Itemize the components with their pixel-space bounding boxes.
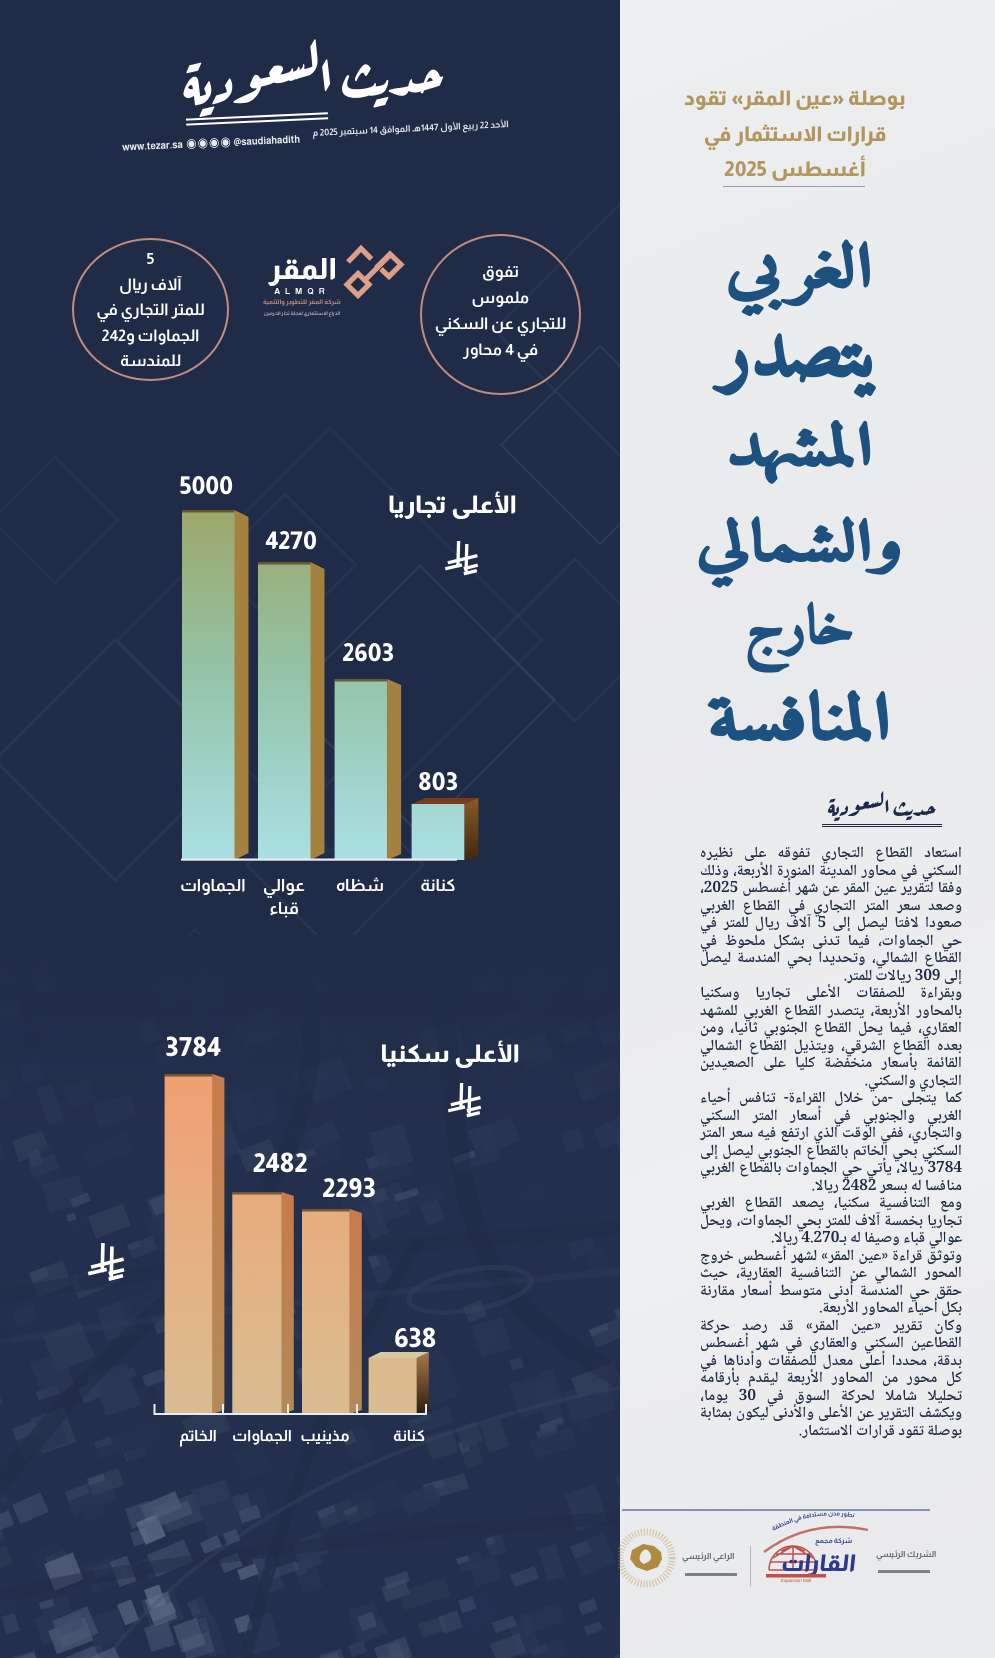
svg-text:كنانة: كنانة xyxy=(420,876,455,895)
svg-text:مذينيب: مذينيب xyxy=(300,1428,349,1445)
svg-text:عوالي: عوالي xyxy=(263,876,305,898)
svg-text:Expansion Mall: Expansion Mall xyxy=(781,1578,812,1583)
svg-text:3784: 3784 xyxy=(165,1033,221,1062)
svg-text:كنانة: كنانة xyxy=(393,1428,425,1445)
svg-text:الجماوات: الجماوات xyxy=(232,1428,292,1445)
svg-text:5000: 5000 xyxy=(179,473,233,500)
svg-text:الذراع الاستثماري لمجلة تجار ا: الذراع الاستثماري لمجلة تجار الحرمين xyxy=(264,311,340,317)
svg-text:الخاتم: الخاتم xyxy=(179,1428,217,1447)
svg-text:2482: 2482 xyxy=(253,1149,308,1178)
svg-text:الجماوات: الجماوات xyxy=(180,876,246,895)
svg-text:803: 803 xyxy=(418,769,458,796)
svg-text:2603: 2603 xyxy=(342,640,394,667)
svg-text:ALMQR: ALMQR xyxy=(274,286,330,296)
svg-text:شظاه: شظاه xyxy=(336,876,384,895)
svg-text:المقر: المقر xyxy=(268,254,337,286)
svg-text:شركة المقر للتطوير والتنمية: شركة المقر للتطوير والتنمية xyxy=(263,299,341,306)
svg-text:4270: 4270 xyxy=(265,528,317,555)
svg-text:القارات: القارات xyxy=(780,1550,857,1576)
svg-text:قباء: قباء xyxy=(269,899,299,918)
svg-text:الأعلى سكنيا: الأعلى سكنيا xyxy=(381,1040,520,1068)
svg-text:638: 638 xyxy=(394,1324,437,1353)
svg-text:شركة مجمع: شركة مجمع xyxy=(815,1537,852,1546)
svg-text:الأعلى تجاريا: الأعلى تجاريا xyxy=(388,491,517,519)
svg-text:2293: 2293 xyxy=(322,1174,376,1203)
